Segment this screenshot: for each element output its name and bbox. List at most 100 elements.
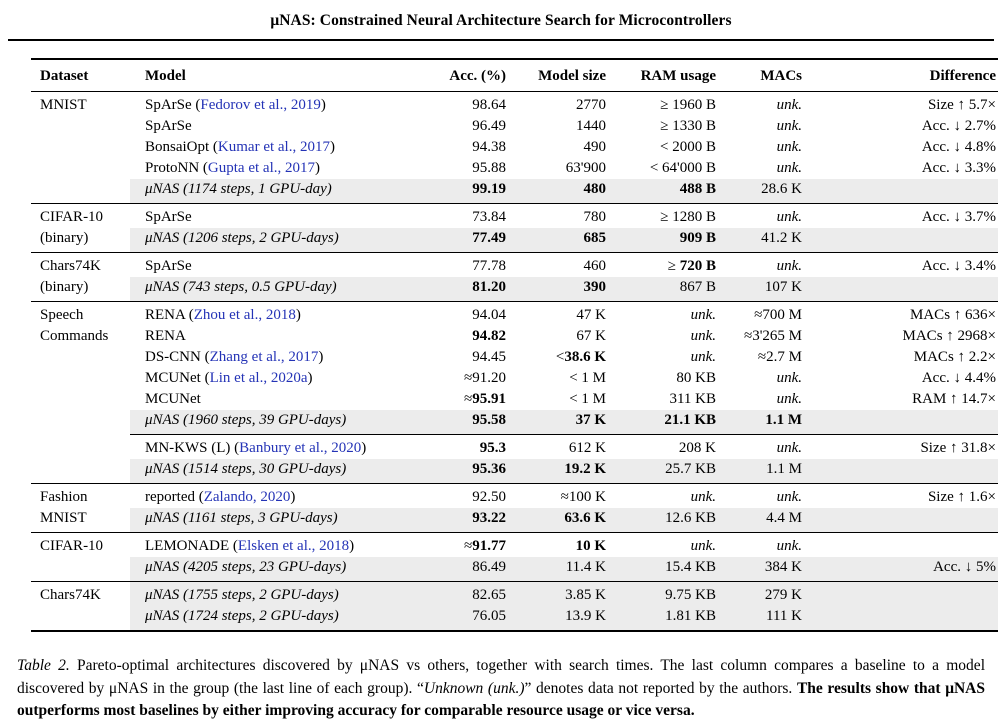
ram-usage-cell: < 2000 B [660,139,716,155]
model-cell: μNAS (4205 steps, 23 GPU-days) [130,557,426,582]
accuracy-cell: 94.82 [472,328,506,344]
model-name: SpArSe [145,209,192,225]
dataset-label: (binary) [40,230,89,246]
difference-cell [802,581,998,606]
table-row: MN-KWS (L) (Banbury et al., 2020) 95.3 612… [31,434,998,459]
caption-segment: Unknown (unk.) [423,679,525,697]
model-name: μNAS (1174 steps, 1 GPU-day) [145,181,332,197]
citation-link[interactable]: Elsken et al., 2018 [237,538,350,554]
model-size-cell: 1440 [576,118,606,134]
ram-usage-cell: 12.6 KB [606,508,716,533]
model-name: RENA [145,328,186,344]
model-size-cell: 3.85 K [506,581,606,606]
ram-usage-cell: ≥ 720 B [606,252,716,277]
macs-cell: 41.2 K [716,228,802,253]
table-row: μNAS (1206 steps, 2 GPU-days) 77.49 685 909… [31,228,998,253]
citation-link[interactable]: Lin et al., 2020a [209,370,308,386]
macs-cell: 107 K [716,277,802,302]
model-name: μNAS (1960 steps, 39 GPU-days) [145,412,347,428]
citation-link[interactable]: Fedorov et al., 2019 [200,97,321,113]
accuracy-cell: 86.49 [426,557,506,582]
macs-cell: 1.1 M [716,459,802,484]
model-size-cell: 2770 [576,97,606,113]
dataset-cell: Fashion MNIST [31,483,130,533]
difference-cell: Acc. ↓ 3.3% [921,160,996,176]
dataset-label: Chars74K [40,587,101,603]
column-header-model-size: Model size [506,59,606,92]
model-cell: MCUNet (Lin et al., 2020a) [145,370,313,386]
model-name: μNAS (1755 steps, 2 GPU-days) [145,587,339,603]
ram-usage-cell: 21.1 KB [606,410,716,435]
model-name: MN-KWS (L) [145,440,231,456]
table-header-row: Dataset Model Acc. (%) Model size RAM us… [31,59,998,92]
table-row: ProtoNN (Gupta et al., 2017) 95.88 63'900 <… [31,158,998,179]
dataset-label: Commands [40,328,109,344]
model-cell: LEMONADE (Elsken et al., 2018) [130,532,426,557]
macs-cell: ≈2.7 M [757,349,802,365]
model-cell: SpArSe [130,252,426,277]
citation-link[interactable]: Gupta et al., 2017 [207,160,315,176]
column-header-dataset: Dataset [31,59,130,92]
table-row: μNAS (1724 steps, 2 GPU-days) 76.05 13.9 K… [31,606,998,631]
accuracy-cell: 94.04 [426,301,506,326]
accuracy-cell: 93.22 [426,508,506,533]
accuracy-cell: 82.65 [426,581,506,606]
difference-cell: MACs ↑ 2.2× [913,349,996,365]
difference-cell: MACs ↑ 2968× [902,328,996,344]
ram-usage-cell: 311 KB [669,391,716,407]
model-cell: SpArSe [130,116,426,137]
model-name: DS-CNN [145,349,201,365]
difference-cell: Acc. ↓ 3.4% [802,252,998,277]
model-cell: μNAS (1960 steps, 39 GPU-days) [130,410,426,435]
difference-cell [802,459,998,484]
model-name: LEMONADE [145,538,230,554]
ram-usage-cell: 488 B [606,179,716,204]
dataset-cell [31,435,130,484]
model-cell: ProtoNN (Gupta et al., 2017) [145,160,320,176]
macs-cell: unk. [716,252,802,277]
ram-usage-cell: 9.75 KB [606,581,716,606]
citation-link[interactable]: Zhang et al., 2017 [209,349,319,365]
dataset-cell: Chars74K (binary) [31,252,130,302]
accuracy-cell: 77.78 [426,252,506,277]
ram-usage-cell: 25.7 KB [606,459,716,484]
table-row: DS-CNN (Zhang et al., 2017) 94.45 <38.6 K u… [31,347,998,368]
ram-usage-cell: < 64'000 B [649,160,716,176]
accuracy-cell: 95.58 [426,410,506,435]
dataset-cell: CIFAR-10 [31,532,130,582]
model-cell: MCUNet [130,389,426,410]
model-name: SpArSe [145,258,192,274]
citation-link[interactable]: Zalando, 2020 [203,489,291,505]
model-cell: SpArSe [130,203,426,228]
citation-link[interactable]: Zhou et al., 2018 [193,307,296,323]
caption-segment: Pareto-optimal architectures discovered … [17,657,985,697]
difference-cell [802,532,998,557]
difference-cell: Acc. ↓ 3.7% [802,203,998,228]
model-size-cell: 47 K [506,301,606,326]
column-header-accuracy: Acc. (%) [426,59,506,92]
results-table: Dataset Model Acc. (%) Model size RAM us… [31,58,998,632]
ram-usage-cell: ≥ 1960 B [660,97,716,113]
accuracy-cell: 95.3 [426,434,506,459]
dataset-label: CIFAR-10 [40,538,104,554]
model-size-cell: 67 K [576,328,606,344]
accuracy-cell: ≈95.91 [464,391,506,407]
accuracy-cell: 96.49 [472,118,506,134]
model-name: ProtoNN [145,160,200,176]
table-row: Fashion MNIST reported (Zalando, 2020) 92.5… [31,483,998,533]
difference-cell [802,508,998,533]
dataset-cell: Chars74K [31,581,130,631]
table-row: μNAS (1174 steps, 1 GPU-day) 99.19 480 488 … [31,179,998,204]
citation-link[interactable]: Kumar et al., 2017 [217,139,330,155]
paper-running-title: μNAS: Constrained Neural Architecture Se… [270,12,732,29]
dataset-label: Chars74K [40,258,101,274]
macs-cell: unk. [776,118,802,134]
model-size-cell: 37 K [506,410,606,435]
model-cell: μNAS (1724 steps, 2 GPU-days) [130,606,426,631]
dataset-cell: Speech Commands [31,301,130,435]
model-cell: μNAS (1755 steps, 2 GPU-days) [130,581,426,606]
ram-usage-cell: 909 B [606,228,716,253]
macs-cell: unk. [716,532,802,557]
citation-link[interactable]: Banbury et al., 2020 [239,440,362,456]
